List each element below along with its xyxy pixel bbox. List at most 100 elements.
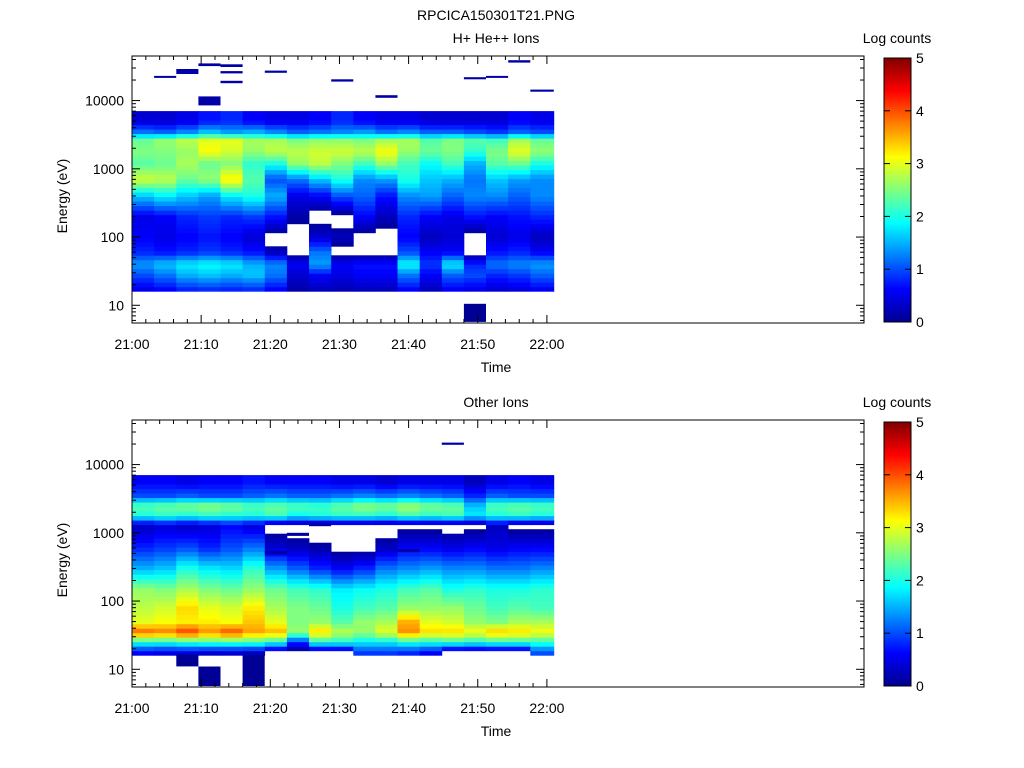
heatmap-cell [176, 223, 199, 229]
heatmap-cell [508, 273, 531, 279]
heatmap-cell [463, 506, 487, 512]
heatmap-cell [286, 646, 310, 652]
heatmap-cell [132, 165, 155, 171]
heatmap-cell [486, 250, 509, 256]
heatmap-cell [353, 169, 376, 175]
heatmap-cell [154, 273, 177, 279]
heatmap-cell [242, 178, 266, 184]
heatmap-cell [463, 479, 487, 485]
heatmap-cell [220, 488, 243, 494]
heatmap-cell [309, 111, 332, 116]
heatmap-cell [309, 641, 332, 647]
heatmap-cell [419, 124, 443, 130]
heatmap-cell [198, 228, 221, 234]
heatmap-cell [419, 129, 443, 135]
heatmap-cell [463, 115, 487, 121]
heatmap-cell [331, 520, 354, 526]
heatmap-cell [463, 587, 487, 593]
heatmap-cell [286, 547, 310, 553]
heatmap-cell [331, 187, 354, 193]
heatmap-cell [419, 160, 443, 166]
heatmap-cell [176, 502, 199, 508]
heatmap-cell [220, 205, 243, 211]
heatmap-cell [198, 63, 221, 67]
heatmap-cell [441, 484, 465, 490]
heatmap-cell [397, 569, 420, 575]
heatmap-cell [486, 264, 509, 270]
heatmap-cell [486, 219, 509, 225]
heatmap-cell [397, 255, 420, 261]
heatmap-cell [441, 619, 465, 625]
heatmap-cell [530, 255, 555, 261]
heatmap-cell [331, 124, 354, 130]
heatmap-cell [198, 96, 221, 106]
heatmap-cell [353, 228, 376, 234]
heatmap-cell [486, 214, 509, 220]
heatmap-cell [264, 165, 288, 171]
heatmap-cell [242, 565, 266, 571]
x-tick-label: 21:40 [391, 700, 426, 716]
heatmap-cell [397, 637, 420, 643]
heatmap-cell [286, 623, 310, 629]
heatmap-cell [264, 264, 288, 270]
heatmap-cell [198, 547, 221, 553]
heatmap-cell [286, 192, 310, 198]
heatmap-cell [397, 587, 420, 593]
heatmap-cell [220, 156, 243, 162]
heatmap-cell [463, 488, 487, 494]
heatmap-cell [242, 524, 266, 530]
heatmap-cell [331, 637, 354, 643]
heatmap-cell [397, 484, 420, 490]
heatmap-cell [375, 479, 398, 485]
heatmap-cell [486, 574, 509, 580]
heatmap-cell [463, 205, 487, 211]
heatmap-cell [397, 156, 420, 162]
heatmap-cell [486, 174, 509, 180]
heatmap-cell [154, 223, 177, 229]
heatmap-cell [309, 484, 332, 490]
heatmap-cell [353, 111, 376, 116]
heatmap-cell [508, 610, 531, 616]
heatmap-cell [419, 583, 443, 589]
heatmap-cell [220, 502, 243, 508]
heatmap-cell [176, 560, 199, 566]
heatmap-cell [375, 542, 398, 548]
heatmap-cell [419, 479, 443, 485]
heatmap-cell [508, 286, 531, 292]
heatmap-cell [132, 268, 155, 274]
heatmap-cell [264, 632, 288, 638]
heatmap-cell [397, 601, 420, 607]
heatmap-cell [530, 547, 555, 553]
heatmap-cell [242, 637, 266, 643]
heatmap-cell [154, 556, 177, 562]
heatmap-cell [508, 619, 531, 625]
heatmap-cell [419, 223, 443, 229]
heatmap-cell [242, 601, 266, 607]
heatmap-cell [286, 142, 310, 148]
heatmap-cell [264, 169, 288, 175]
heatmap-cell [198, 637, 221, 643]
heatmap-cell [264, 646, 288, 652]
heatmap-cell [486, 502, 509, 508]
heatmap-cell [397, 147, 420, 153]
heatmap-cell [198, 232, 221, 238]
heatmap-cell [463, 124, 487, 130]
heatmap-cell [286, 165, 310, 171]
heatmap-cell [530, 241, 555, 247]
y-tick-label: 100 [101, 593, 125, 609]
heatmap-cell [441, 632, 465, 638]
heatmap-cell [264, 187, 288, 193]
heatmap-cell [242, 237, 266, 243]
heatmap-cell [397, 556, 420, 562]
heatmap-cell [508, 178, 531, 184]
heatmap-cell [353, 646, 376, 652]
heatmap-cell [132, 529, 155, 535]
heatmap-cell [463, 578, 487, 584]
heatmap-cell [397, 605, 420, 611]
heatmap-cell [198, 196, 221, 202]
heatmap-cell [353, 502, 376, 508]
heatmap-cell [375, 506, 398, 512]
heatmap-cell [486, 160, 509, 166]
heatmap-cell [331, 515, 354, 521]
heatmap-cell [463, 538, 487, 544]
